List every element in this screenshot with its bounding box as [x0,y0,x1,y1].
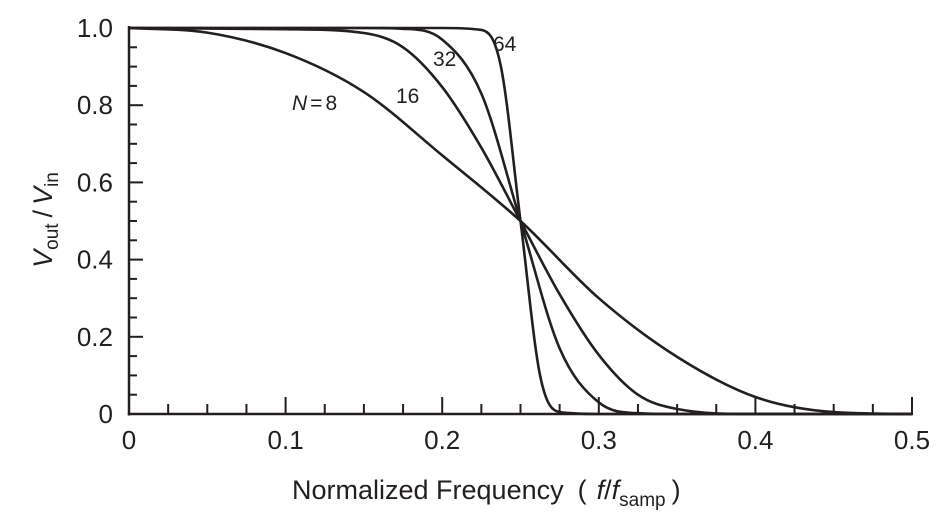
y-tick-label: 0.2 [77,322,113,352]
series-label-n8-eq: = [310,92,322,115]
x-label-open: ( [578,475,587,505]
x-label-close: ) [672,475,681,505]
x-tick-label: 0 [122,425,136,455]
x-tick-label: 0.5 [894,425,930,455]
x-tick-label: 0.4 [737,425,773,455]
x-tick-label: 0.1 [268,425,304,455]
series-line-64 [129,26,912,416]
x-label-slash: / [604,475,612,505]
x-tick-label: 0.3 [581,425,617,455]
series-label-n8: N = 8 [292,92,337,115]
x-axis-label: Normalized Frequency ( f/fsamp) [292,475,681,511]
y-label-sub1: out [42,223,63,250]
y-tick-label: 1.0 [77,13,113,43]
series-label-n8-value: 8 [325,92,337,115]
y-label-v1: V [28,247,58,268]
y-label-sub2: in [42,172,63,187]
series-label-16: 16 [396,85,419,108]
y-tick-label: 0.6 [77,167,113,197]
series-label-n8-prefix: N [292,92,308,115]
x-label-f: f [597,475,607,505]
x-label-f2: f [612,475,622,505]
y-axis-label: Vout / Vin [28,172,63,268]
y-tick-label: 0.8 [77,90,113,120]
y-tick-label: 0 [99,399,113,429]
y-label-slash: / [28,209,58,217]
x-label-sub: samp [619,490,665,511]
series-label-64: 64 [493,33,517,56]
y-label-v2: V [28,184,58,205]
x-tick-label: 0.2 [424,425,460,455]
x-label-main: Normalized Frequency [292,475,564,505]
y-tick-label: 0.4 [77,245,113,275]
curves [128,26,913,416]
series-label-32: 32 [433,48,456,71]
ticks [129,27,913,414]
tick-labels: 0 0.1 0.2 0.3 0.4 0.5 0 0.2 0.4 0.6 0.8 1.0 [77,13,930,455]
